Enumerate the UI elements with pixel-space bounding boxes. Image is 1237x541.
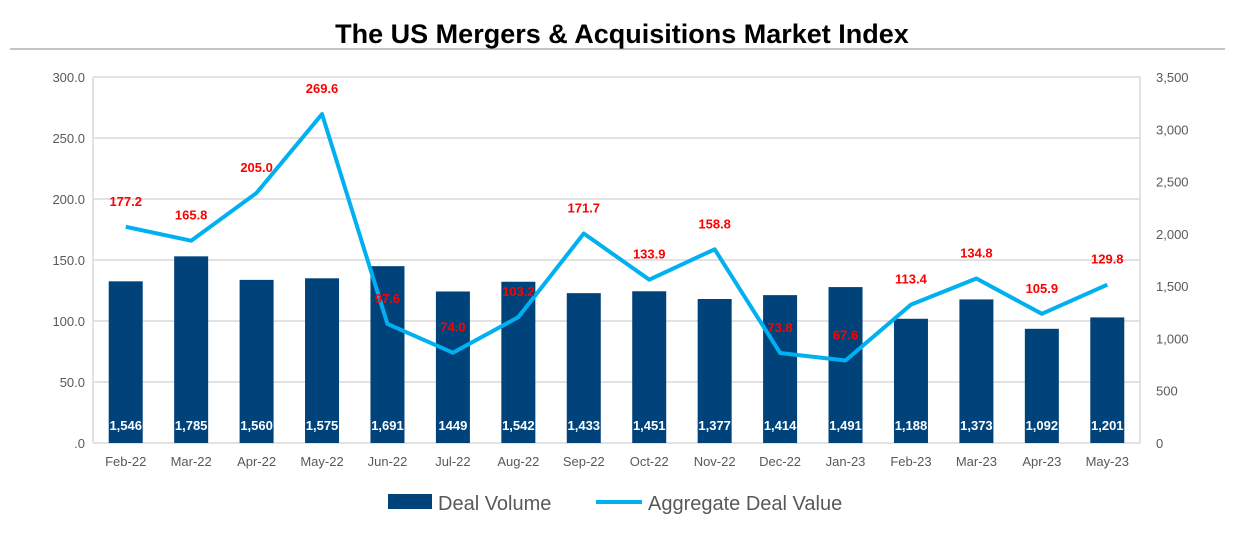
line-data-label: 269.6 [306, 81, 339, 96]
right-tick-label: 0 [1156, 436, 1163, 451]
bar-data-label: 1,414 [764, 418, 797, 433]
x-tick-label: Feb-22 [105, 454, 146, 469]
right-tick-label: 3,000 [1156, 122, 1189, 137]
bar [959, 299, 994, 443]
bar-data-label: 1,377 [698, 418, 731, 433]
x-tick-label: Nov-22 [694, 454, 736, 469]
bar [763, 295, 798, 443]
right-tick-label: 3,500 [1156, 70, 1189, 85]
bar [305, 278, 340, 443]
right-tick-label: 1,000 [1156, 331, 1189, 346]
x-tick-label: Apr-23 [1022, 454, 1061, 469]
bar-data-label: 1,451 [633, 418, 666, 433]
line-data-label: 158.8 [698, 216, 731, 231]
bar [893, 318, 928, 443]
right-tick-label: 500 [1156, 384, 1178, 399]
bar [501, 281, 536, 443]
x-tick-label: Dec-22 [759, 454, 801, 469]
right-tick-label: 1,500 [1156, 279, 1189, 294]
line-data-label: 73.8 [767, 320, 792, 335]
legend-label: Deal Volume [438, 493, 551, 515]
right-tick-label: 2,000 [1156, 227, 1189, 242]
x-tick-label: Jun-22 [368, 454, 408, 469]
x-tick-label: May-22 [300, 454, 343, 469]
left-tick-label: 100.0 [52, 314, 85, 329]
left-tick-label: .0 [74, 436, 85, 451]
bar [632, 291, 667, 443]
line-data-label: 103.2 [502, 284, 535, 299]
bar [174, 256, 209, 443]
bar-data-label: 1,433 [568, 418, 601, 433]
bar-data-label: 1449 [438, 418, 467, 433]
bar [697, 299, 732, 443]
bar-data-label: 1,691 [371, 418, 404, 433]
x-tick-label: Jul-22 [435, 454, 470, 469]
right-tick-label: 2,500 [1156, 175, 1189, 190]
line-data-label: 113.4 [895, 272, 928, 287]
bar [370, 266, 405, 443]
x-tick-label: Oct-22 [630, 454, 669, 469]
bar [566, 293, 601, 443]
left-tick-label: 250.0 [52, 131, 85, 146]
x-tick-label: Apr-22 [237, 454, 276, 469]
bar [239, 279, 274, 443]
bar-data-label: 1,373 [960, 418, 993, 433]
line-data-label: 205.0 [240, 160, 273, 175]
bar-data-label: 1,188 [895, 418, 928, 433]
bar-data-label: 1,201 [1091, 418, 1124, 433]
bar-data-label: 1,546 [109, 418, 142, 433]
bar-data-label: 1,785 [175, 418, 208, 433]
x-tick-label: Sep-22 [563, 454, 605, 469]
bar-data-label: 1,542 [502, 418, 535, 433]
line-data-label: 171.7 [568, 201, 601, 216]
left-tick-label: 200.0 [52, 192, 85, 207]
bar-data-label: 1,092 [1026, 418, 1059, 433]
left-tick-label: 150.0 [52, 253, 85, 268]
x-tick-label: Mar-22 [171, 454, 212, 469]
x-tick-label: Aug-22 [497, 454, 539, 469]
x-tick-label: Feb-23 [890, 454, 931, 469]
line-data-label: 97.6 [375, 291, 400, 306]
left-tick-label: 50.0 [60, 375, 85, 390]
line-data-label: 165.8 [175, 208, 208, 223]
x-tick-label: Jan-23 [826, 454, 866, 469]
x-tick-label: Mar-23 [956, 454, 997, 469]
line-series [125, 112, 1109, 363]
x-tick-label: May-23 [1086, 454, 1129, 469]
line-data-label: 105.9 [1026, 281, 1059, 296]
chart-title: The US Mergers & Acquisitions Market Ind… [335, 19, 909, 49]
bar-data-label: 1,575 [306, 418, 339, 433]
bar [108, 281, 143, 443]
line-data-label: 134.8 [960, 246, 993, 261]
line-data-label: 129.8 [1091, 252, 1124, 267]
line-data-label: 74.0 [440, 320, 465, 335]
line-data-label: 177.2 [109, 194, 142, 209]
bar-data-label: 1,491 [829, 418, 862, 433]
bar [1090, 317, 1125, 443]
bar [435, 291, 470, 443]
legend-label: Aggregate Deal Value [648, 493, 842, 515]
bar-data-label: 1,560 [240, 418, 273, 433]
line-data-label: 67.6 [833, 328, 858, 343]
bar [1024, 328, 1059, 443]
legend-swatch-bar [388, 494, 432, 509]
left-tick-label: 300.0 [52, 70, 85, 85]
line-data-label: 133.9 [633, 247, 666, 262]
bar [828, 287, 863, 443]
